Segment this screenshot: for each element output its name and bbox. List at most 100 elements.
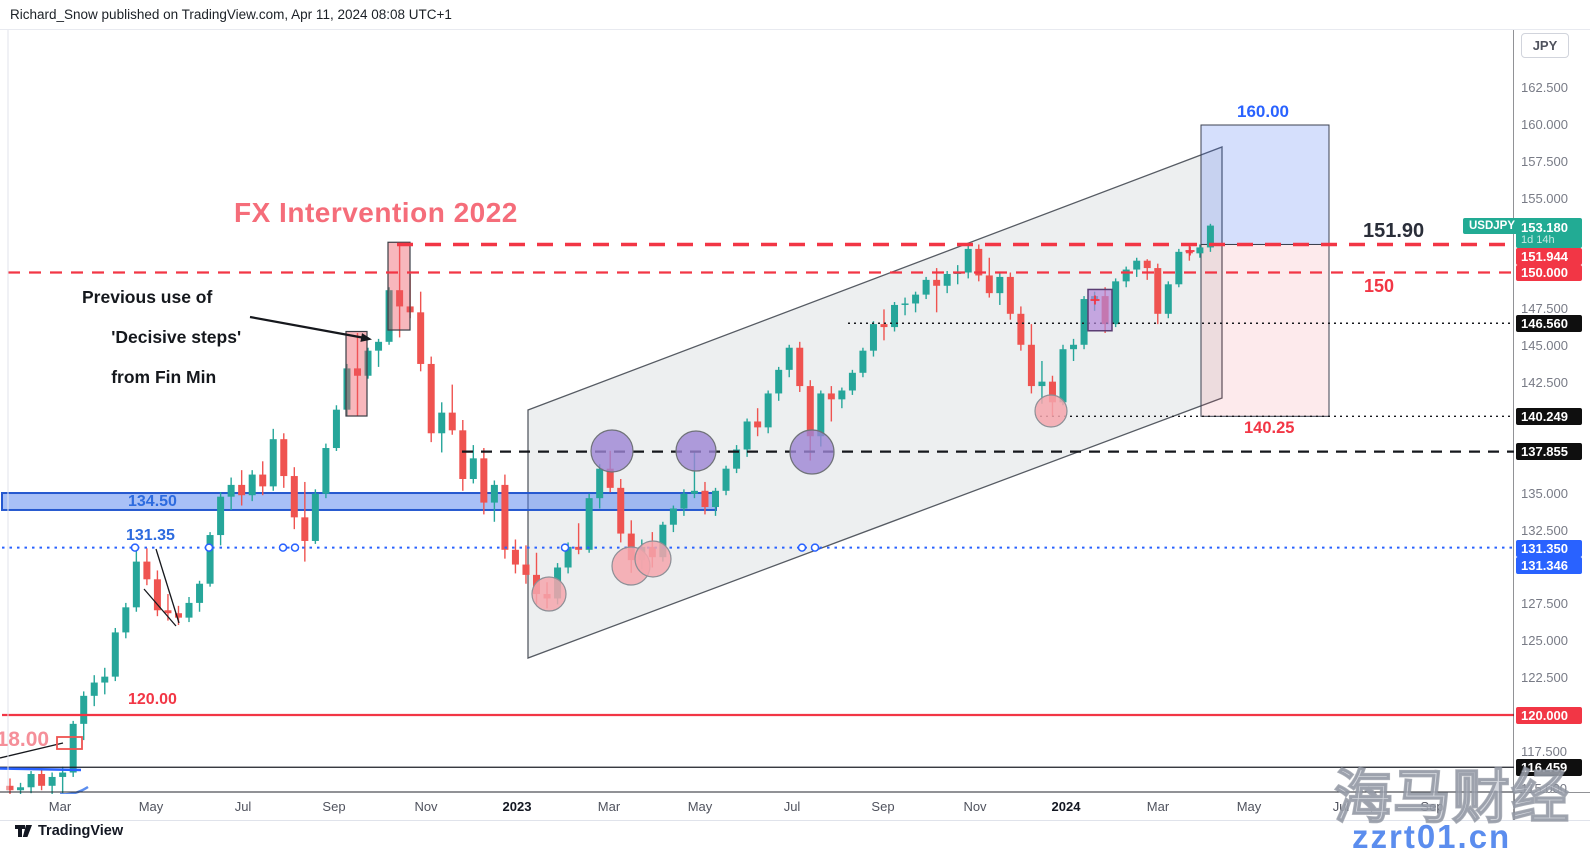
candle xyxy=(859,347,867,378)
candle xyxy=(838,387,846,409)
candle xyxy=(785,344,793,378)
candle xyxy=(743,418,751,457)
candle xyxy=(869,321,877,357)
candle xyxy=(1164,281,1172,319)
candle xyxy=(280,433,288,488)
purple-event-circle xyxy=(590,429,634,473)
candle xyxy=(827,386,835,422)
candle xyxy=(922,276,930,300)
currency-button[interactable]: JPY xyxy=(1521,33,1569,58)
pink-event-circle xyxy=(634,540,672,578)
price-tick-label: 142.500 xyxy=(1521,375,1568,391)
time-tick-label: Nov xyxy=(963,799,987,814)
time-tick-label: 2023 xyxy=(502,799,532,814)
annotation-arrow-head xyxy=(360,333,372,342)
annotation-decisive-steps: Previous use of 'Decisive steps' from Fi… xyxy=(82,287,242,387)
candle xyxy=(238,470,246,506)
price-tick-label: 147.500 xyxy=(1521,301,1568,317)
candle xyxy=(1070,338,1078,361)
candle xyxy=(448,384,456,435)
candle xyxy=(722,465,730,496)
candle xyxy=(132,547,140,612)
price-tick-label: 115.000 xyxy=(1521,780,1568,796)
time-tick-label: May xyxy=(1236,799,1262,814)
target-box-160 xyxy=(1200,124,1330,245)
purple-event-circle xyxy=(789,429,835,475)
annotation-arrow xyxy=(249,315,363,339)
price-tick-label: 157.500 xyxy=(1521,153,1568,169)
candle xyxy=(1059,344,1067,406)
red-plus-marker xyxy=(1185,246,1195,256)
candle xyxy=(490,480,498,522)
candle xyxy=(322,443,330,499)
line-anchor-ring xyxy=(560,543,570,552)
candle xyxy=(1006,272,1014,320)
candle xyxy=(427,356,435,443)
candle xyxy=(943,271,951,294)
rising-channel xyxy=(527,146,1223,659)
price-tick-label: 132.500 xyxy=(1521,522,1568,538)
candle xyxy=(585,493,593,553)
candle xyxy=(1196,244,1204,258)
tradingview-logo[interactable]: TradingView xyxy=(14,821,123,840)
red-rect-118-zone xyxy=(56,736,83,750)
candle xyxy=(59,766,67,794)
base-box-140-25 xyxy=(1200,243,1330,417)
label-resistance-151-90: 151.90 xyxy=(1363,220,1425,242)
price-level-badge: 120.000 xyxy=(1516,706,1582,724)
candle xyxy=(353,332,361,416)
candle xyxy=(1206,223,1214,252)
candle xyxy=(90,675,98,707)
candle xyxy=(385,287,393,345)
candle xyxy=(17,782,25,794)
intervention-box xyxy=(345,330,368,417)
candle xyxy=(343,363,351,416)
candle xyxy=(153,570,161,617)
price-level-badge: 131.350 xyxy=(1516,539,1582,557)
candle xyxy=(912,291,920,313)
candle xyxy=(196,580,204,612)
candle xyxy=(480,448,488,515)
candle xyxy=(206,532,214,587)
candle xyxy=(185,597,193,623)
candle xyxy=(396,243,404,338)
attribution-text: Richard_Snow published on TradingView.co… xyxy=(10,7,452,22)
time-axis[interactable]: Mar May Jul Sep Nov 2023 Mar May Jul Sep Nov 2024 Ma… xyxy=(0,794,1590,821)
purple-event-circle xyxy=(675,430,717,472)
time-tick-label: Jul xyxy=(1332,799,1350,814)
line-anchor-ring xyxy=(130,543,140,552)
candle xyxy=(111,627,119,682)
candle xyxy=(701,481,709,515)
candle xyxy=(122,602,130,639)
pink-event-circle xyxy=(531,576,567,612)
label-support-140-25: 140.25 xyxy=(1244,419,1295,437)
candle xyxy=(733,445,741,474)
candle xyxy=(1133,257,1141,277)
symbol-price-badge: USDJPY xyxy=(1463,218,1522,234)
candle xyxy=(764,390,772,434)
line-anchor-ring xyxy=(204,543,214,552)
price-axis[interactable]: 162.500 160.000 157.500 155.000 147.500 145.0… xyxy=(1514,30,1590,796)
candle xyxy=(891,302,899,332)
price-tick-label: 155.000 xyxy=(1521,190,1568,206)
time-tick-label: Sep xyxy=(871,799,895,814)
watermark-brand: 海马财经 xyxy=(1333,764,1571,831)
time-tick-label: May xyxy=(138,799,164,814)
price-level-badge: 151.944 xyxy=(1516,248,1582,265)
candle xyxy=(501,474,509,559)
candle xyxy=(143,548,151,586)
price-level-badge: 131.346 xyxy=(1516,557,1582,574)
line-anchor-ring xyxy=(797,543,807,552)
candle xyxy=(1017,306,1025,351)
candle xyxy=(332,405,340,451)
candle xyxy=(364,347,372,379)
candle xyxy=(680,489,688,516)
time-tick-label: Sep xyxy=(322,799,346,814)
flag-trendline xyxy=(155,548,180,624)
candle xyxy=(1112,278,1120,328)
candle xyxy=(1038,361,1046,404)
candle xyxy=(375,338,383,367)
